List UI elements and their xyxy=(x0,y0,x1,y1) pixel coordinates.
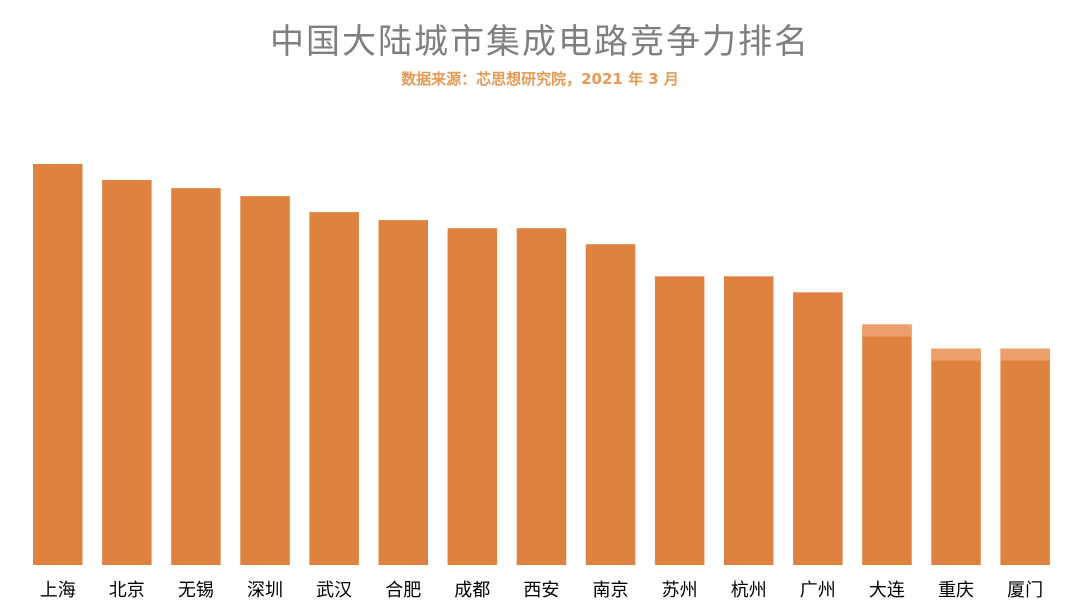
bar-group-10: 杭州 xyxy=(724,276,774,601)
category-label: 重庆 xyxy=(938,580,974,601)
bar xyxy=(309,212,359,565)
bar-group-3: 深圳 xyxy=(240,196,290,601)
category-label: 武汉 xyxy=(316,580,352,601)
bar xyxy=(102,180,152,565)
bar-highlight xyxy=(931,348,981,361)
chart-title: 中国大陆城市集成电路竞争力排名 xyxy=(270,22,810,62)
bar xyxy=(171,188,221,565)
bar-group-4: 武汉 xyxy=(309,212,359,601)
bar xyxy=(33,164,83,565)
bar xyxy=(862,324,912,565)
category-label: 深圳 xyxy=(247,580,283,601)
bar-group-9: 苏州 xyxy=(654,276,705,601)
category-label: 杭州 xyxy=(731,580,767,601)
bar-group-5: 合肥 xyxy=(378,220,428,601)
bar-highlight xyxy=(1000,348,1050,361)
bar-group-14: 厦门 xyxy=(1000,348,1050,601)
category-label: 合肥 xyxy=(385,580,421,601)
bar-group-7: 西安 xyxy=(516,228,567,601)
category-label: 成都 xyxy=(454,580,490,601)
category-label: 北京 xyxy=(109,580,145,601)
bar-group-6: 成都 xyxy=(447,228,498,601)
category-label: 厦门 xyxy=(1007,580,1043,601)
bar xyxy=(724,276,774,565)
bar-group-0: 上海 xyxy=(33,164,83,601)
bar xyxy=(447,228,498,565)
category-label: 上海 xyxy=(40,580,76,601)
bar xyxy=(931,348,981,565)
bar-group-12: 大连 xyxy=(862,324,912,601)
bar-group-11: 广州 xyxy=(793,292,843,601)
bar xyxy=(585,244,636,565)
category-label: 无锡 xyxy=(178,580,214,601)
category-label: 大连 xyxy=(869,580,905,601)
chart-subtitle: 数据来源：芯思想研究院，2021 年 3 月 xyxy=(401,70,679,88)
bar xyxy=(378,220,428,565)
bar-group-13: 重庆 xyxy=(931,348,981,601)
category-label: 西安 xyxy=(523,580,559,601)
bar-group-2: 无锡 xyxy=(171,188,221,601)
bar xyxy=(1000,348,1050,565)
bar-group-1: 北京 xyxy=(102,180,152,601)
category-label: 广州 xyxy=(800,580,836,601)
bar xyxy=(654,276,705,565)
bar xyxy=(516,228,567,565)
bar xyxy=(793,292,843,565)
bar-highlight xyxy=(862,324,912,337)
bar xyxy=(240,196,290,565)
bar-group-8: 南京 xyxy=(585,244,636,601)
category-label: 南京 xyxy=(593,580,629,601)
category-label: 苏州 xyxy=(662,580,698,601)
